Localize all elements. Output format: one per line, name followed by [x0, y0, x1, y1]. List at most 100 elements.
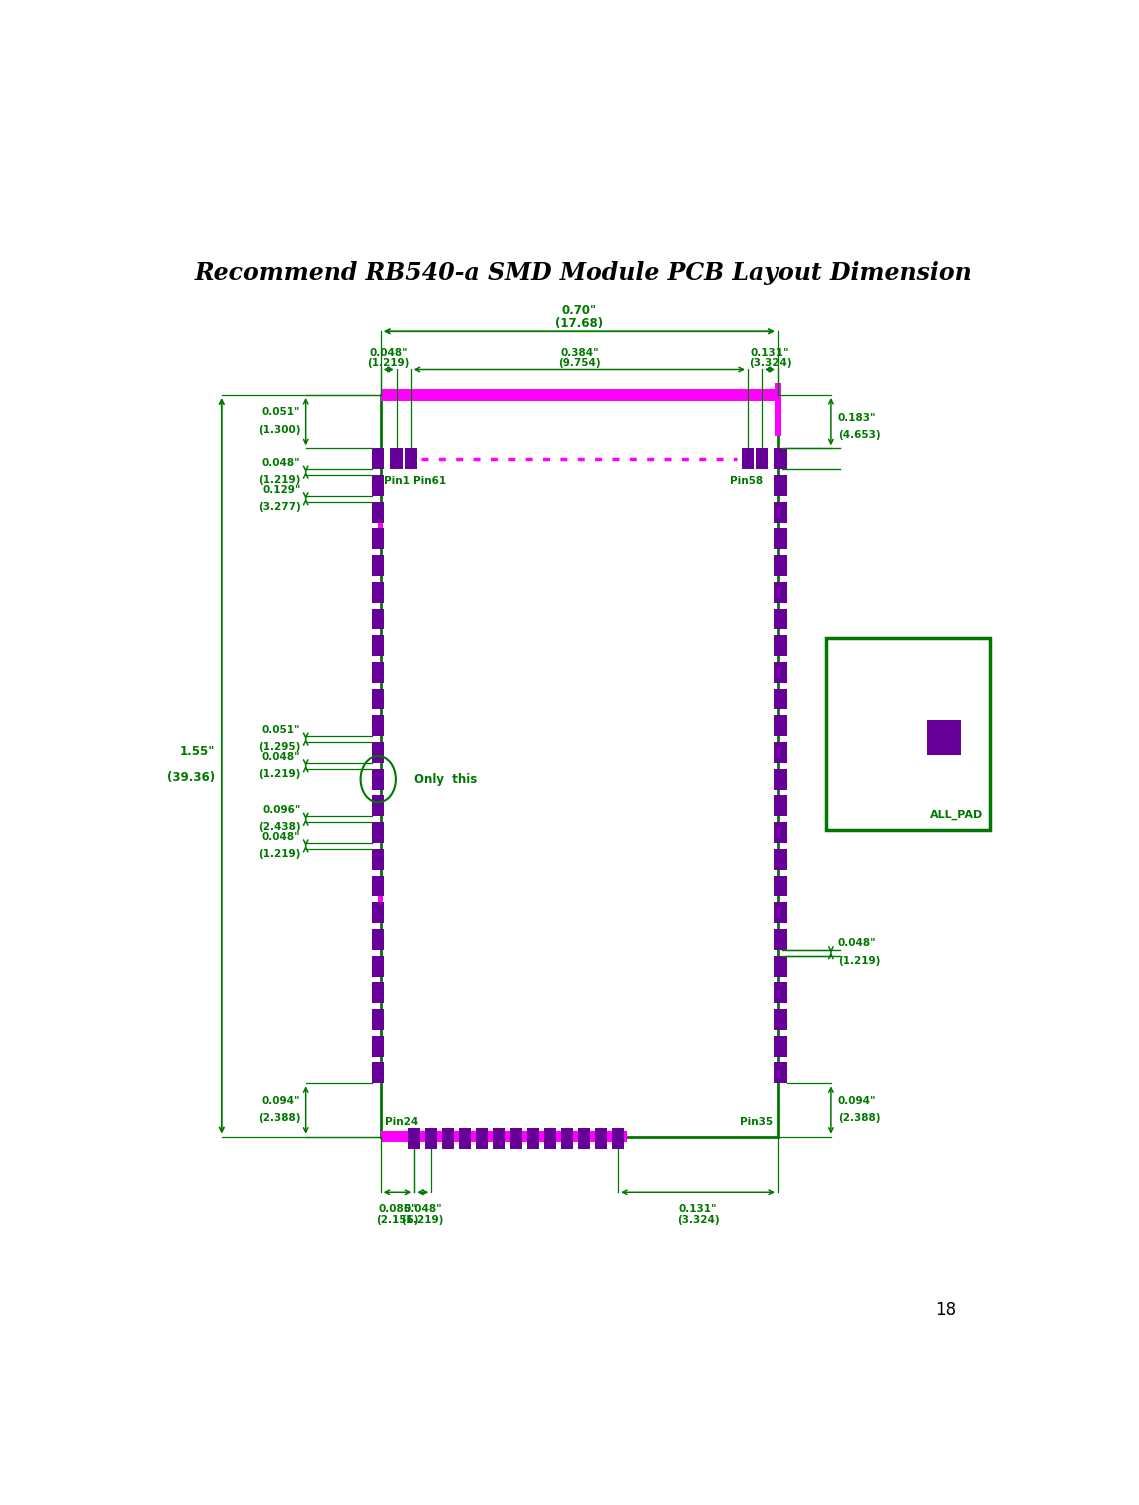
Text: (1.219): (1.219) — [259, 849, 301, 859]
Bar — [372, 689, 385, 709]
Bar — [775, 448, 787, 470]
Bar — [372, 796, 385, 816]
Bar — [775, 582, 787, 602]
Bar — [372, 876, 385, 897]
Text: (2.156): (2.156) — [376, 1216, 419, 1225]
Text: 0.048": 0.048" — [838, 939, 877, 948]
Text: 0.051": 0.051" — [262, 725, 301, 734]
Bar — [372, 956, 385, 977]
Bar — [372, 608, 385, 629]
Text: 18: 18 — [935, 1302, 957, 1320]
Bar — [459, 1129, 472, 1150]
Text: Pin35: Pin35 — [740, 1117, 773, 1127]
Bar — [372, 1035, 385, 1057]
Text: Only  this: Only this — [415, 772, 477, 786]
Bar — [372, 983, 385, 1004]
Bar — [372, 903, 385, 923]
Text: (3.324): (3.324) — [677, 1216, 720, 1225]
Bar — [510, 1129, 523, 1150]
Bar — [372, 635, 385, 656]
Bar — [775, 822, 787, 843]
Text: (3.324): (3.324) — [748, 358, 792, 369]
Bar — [391, 448, 403, 470]
Text: Recommend RB540-a SMD Module PCB Layout Dimension: Recommend RB540-a SMD Module PCB Layout … — [195, 262, 973, 286]
Bar — [775, 1063, 787, 1084]
Bar — [493, 1129, 506, 1150]
Text: (3.277): (3.277) — [257, 501, 301, 512]
Text: 0.094": 0.094" — [262, 1096, 301, 1106]
Text: 0.048": 0.048" — [262, 458, 301, 468]
Bar — [927, 721, 961, 756]
Bar — [775, 528, 787, 549]
Text: (4.653): (4.653) — [838, 430, 880, 439]
Bar — [562, 1129, 573, 1150]
Bar — [425, 1129, 437, 1150]
Bar — [612, 1129, 624, 1150]
Bar — [372, 742, 385, 763]
Text: 0.039": 0.039" — [835, 722, 874, 733]
Text: 0.050": 0.050" — [925, 671, 964, 680]
Bar — [775, 635, 787, 656]
Bar — [775, 608, 787, 629]
Bar — [372, 1063, 385, 1084]
Text: 0.048": 0.048" — [262, 751, 301, 762]
Bar — [372, 528, 385, 549]
Bar — [372, 822, 385, 843]
Bar — [741, 448, 754, 470]
Bar — [378, 885, 384, 914]
Bar — [372, 769, 385, 790]
Bar — [378, 512, 384, 539]
Text: (2.438): (2.438) — [257, 822, 301, 832]
Text: 0.131": 0.131" — [679, 1204, 718, 1215]
Bar — [527, 1129, 540, 1150]
Text: 0.096": 0.096" — [262, 805, 301, 814]
Bar — [756, 448, 768, 470]
Bar — [775, 476, 787, 495]
Text: Pin24: Pin24 — [385, 1117, 418, 1127]
Text: (1.219): (1.219) — [838, 956, 880, 966]
Text: (39.36): (39.36) — [166, 771, 215, 784]
Text: (0.99): (0.99) — [835, 736, 870, 746]
Bar — [775, 876, 787, 897]
Text: ALL_PAD: ALL_PAD — [929, 810, 983, 820]
Bar — [775, 555, 787, 576]
Bar — [372, 1008, 385, 1029]
Bar — [775, 849, 787, 870]
Bar — [775, 983, 787, 1004]
Text: 0.051": 0.051" — [262, 408, 301, 417]
Text: (2.388): (2.388) — [838, 1114, 880, 1123]
Text: (1.219): (1.219) — [402, 1216, 444, 1225]
Bar — [380, 1130, 626, 1142]
Text: (1.219): (1.219) — [259, 476, 301, 485]
Bar — [827, 638, 990, 829]
Bar — [544, 1129, 556, 1150]
Bar — [380, 394, 778, 1136]
Bar — [408, 1129, 420, 1150]
Text: 0.70": 0.70" — [562, 304, 597, 318]
Bar — [372, 849, 385, 870]
Text: Pin1: Pin1 — [384, 476, 410, 486]
Bar — [775, 742, 787, 763]
Bar — [404, 448, 417, 470]
Bar — [476, 1129, 489, 1150]
Bar — [372, 582, 385, 602]
Bar — [775, 956, 787, 977]
Text: (2.388): (2.388) — [257, 1114, 301, 1123]
Bar — [372, 476, 385, 495]
Text: 1.55": 1.55" — [179, 745, 215, 759]
Text: 0.094": 0.094" — [838, 1096, 877, 1106]
Bar — [776, 384, 780, 435]
Bar — [372, 662, 385, 683]
Bar — [380, 390, 778, 400]
Text: 0.048": 0.048" — [403, 1204, 442, 1215]
Bar — [775, 689, 787, 709]
Bar — [372, 929, 385, 950]
Bar — [372, 715, 385, 736]
Text: Pin58: Pin58 — [730, 476, 763, 486]
Bar — [775, 929, 787, 950]
Text: (1.300): (1.300) — [257, 424, 301, 435]
Bar — [775, 1008, 787, 1029]
Bar — [595, 1129, 607, 1150]
Text: (1.219): (1.219) — [368, 358, 410, 369]
Bar — [372, 448, 385, 470]
